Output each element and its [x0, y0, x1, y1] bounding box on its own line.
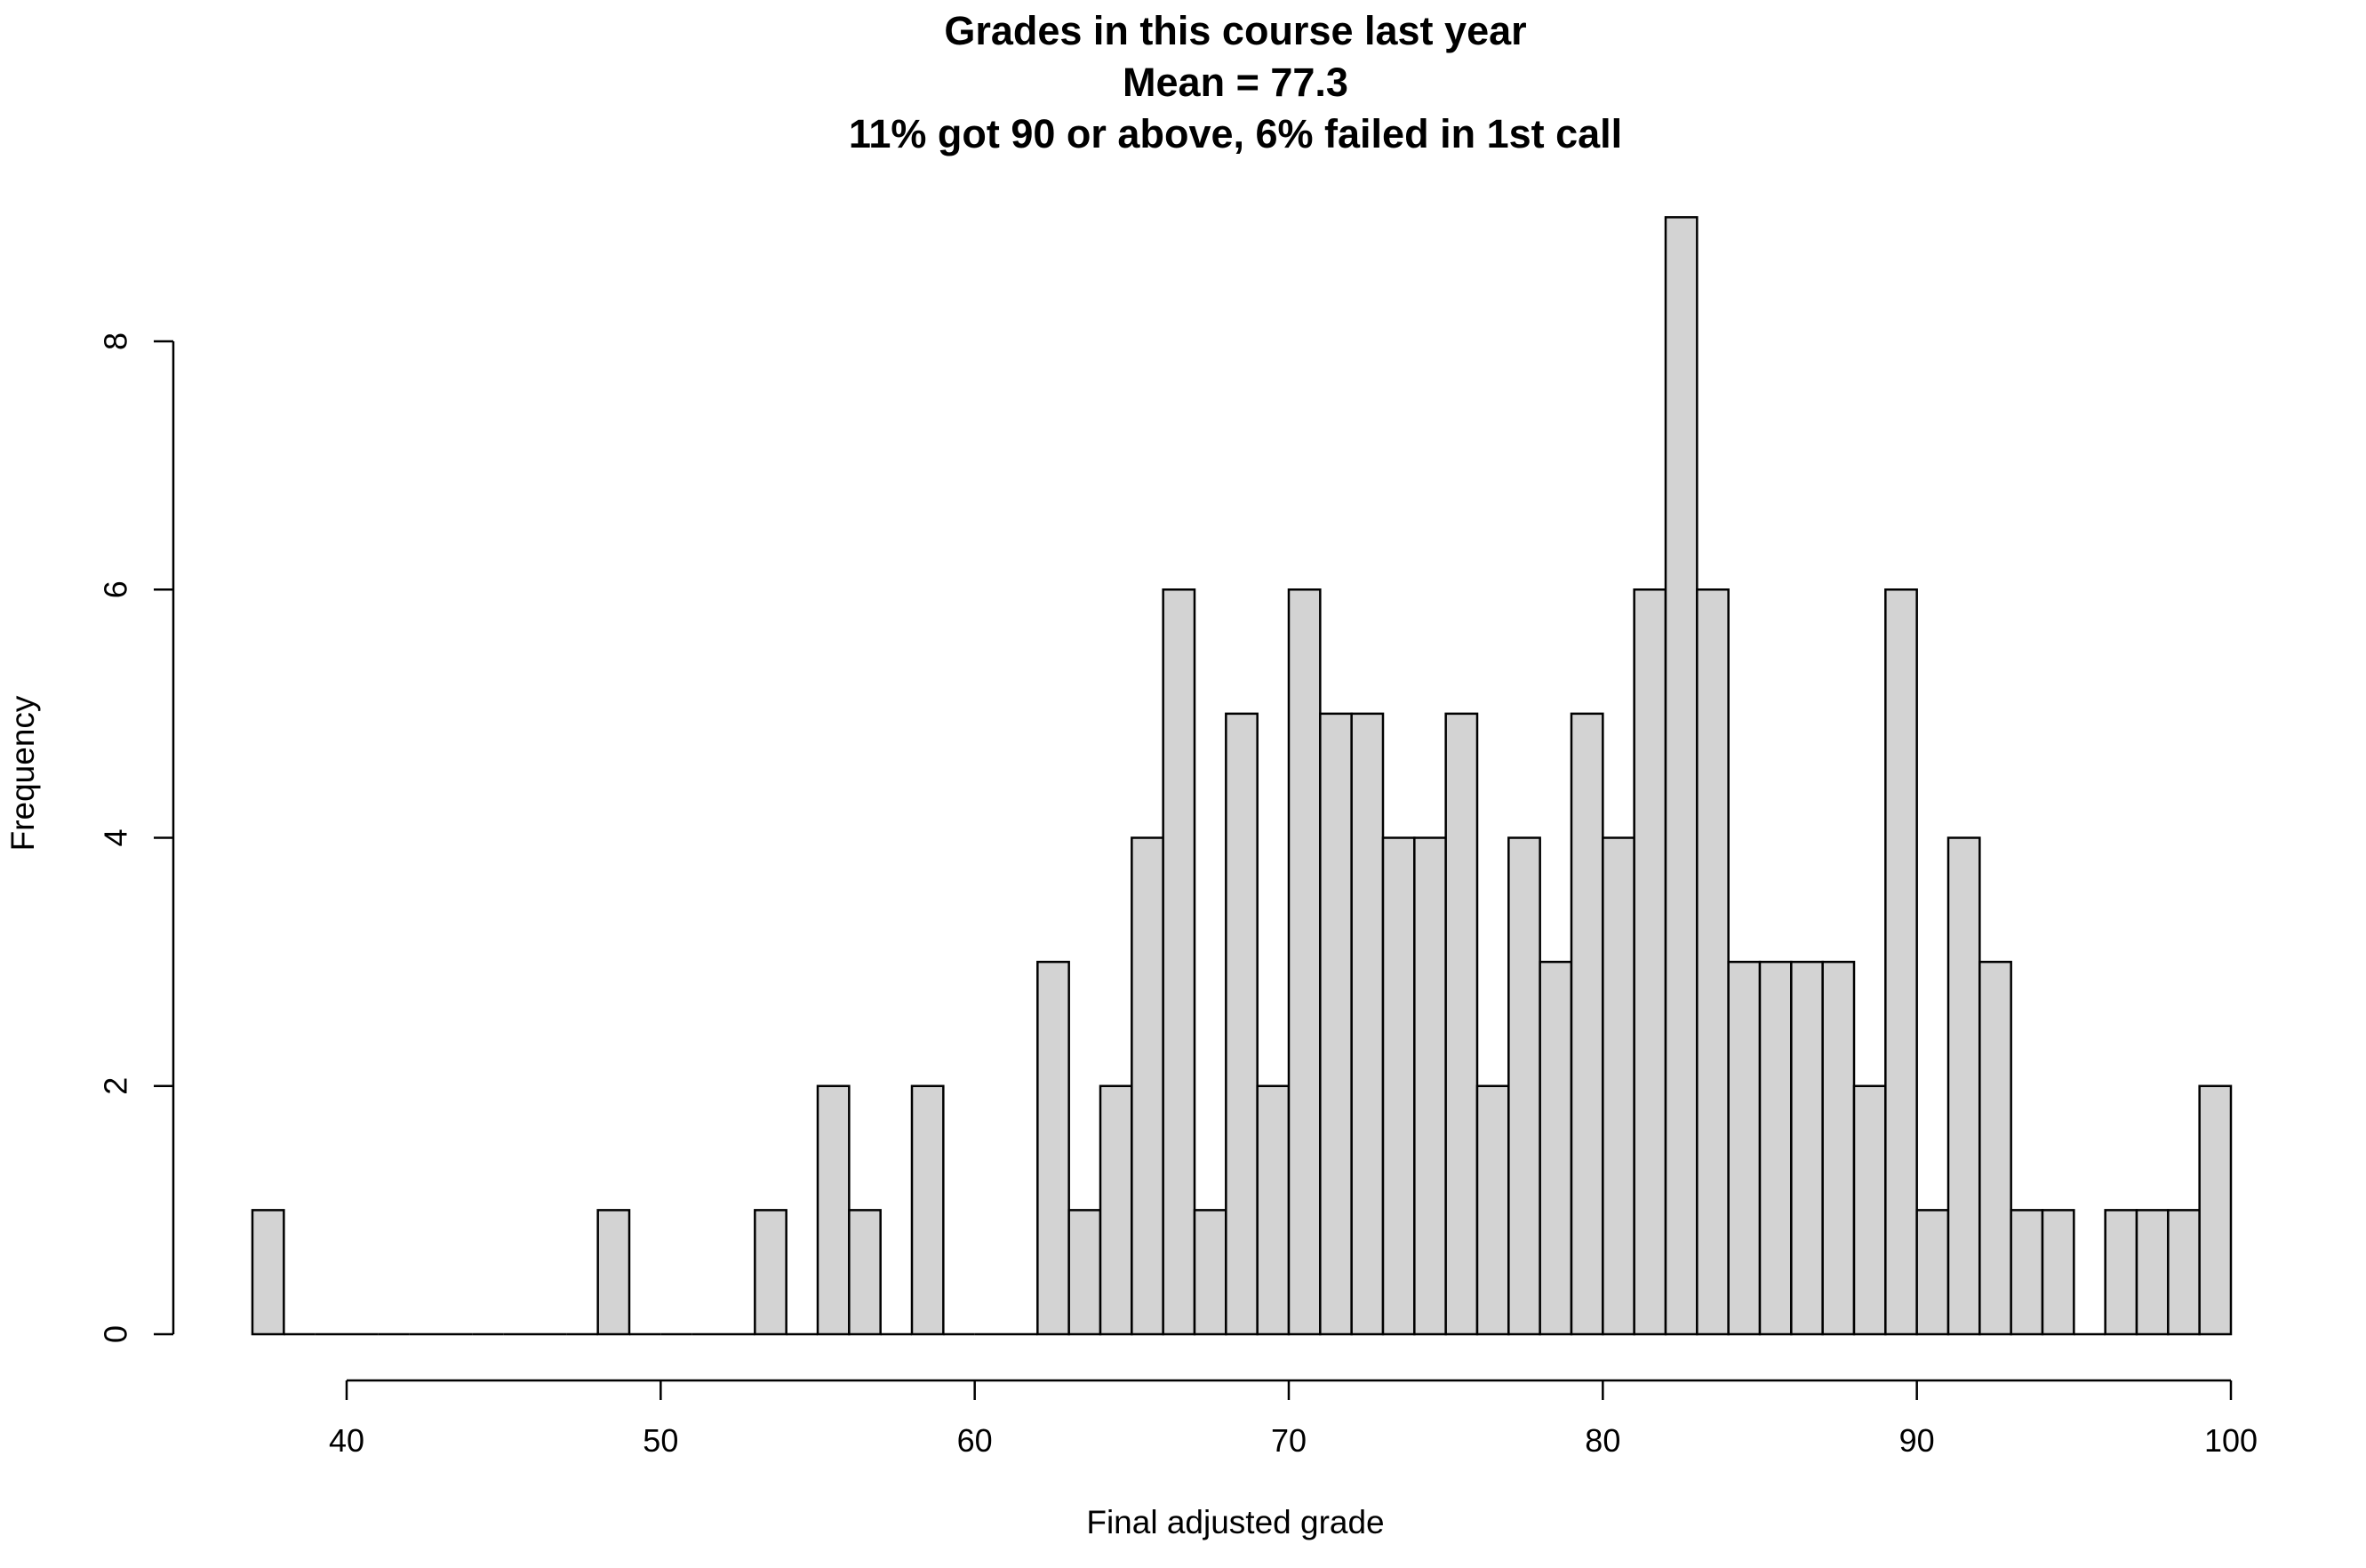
x-tick-label: 40: [329, 1422, 364, 1459]
histogram-bar: [1790, 960, 1824, 1336]
histogram-bar: [2104, 1209, 2138, 1336]
chart-subtitle-stats: 11% got 90 or above, 6% failed in 1st ca…: [849, 111, 1622, 156]
histogram-bar: [1946, 836, 1981, 1336]
histogram-bar: [2041, 1209, 2075, 1336]
histogram-bar: [910, 1084, 945, 1336]
histogram-bar: [1978, 960, 2012, 1336]
histogram-bar: [754, 1209, 787, 1336]
histogram-bar: [1915, 1209, 1950, 1336]
histogram-bar: [1193, 1209, 1227, 1336]
histogram-bar: [1381, 836, 1416, 1336]
x-axis: 40 50 60 70 80 90 100: [329, 1379, 2258, 1459]
histogram-bar: [1131, 836, 1164, 1336]
x-tick-label: 100: [2204, 1422, 2258, 1459]
histogram-bar: [1350, 712, 1385, 1336]
y-tick-label: 6: [98, 580, 134, 598]
x-axis-label: Final adjusted grade: [1086, 1504, 1384, 1540]
x-tick-label: 90: [1899, 1422, 1935, 1459]
histogram-bar: [1099, 1084, 1133, 1336]
bars-group: [251, 216, 2233, 1336]
histogram-bar: [2198, 1084, 2233, 1336]
histogram-bar: [251, 1209, 285, 1336]
histogram-bar: [1633, 588, 1667, 1336]
histogram-bar: [2167, 1209, 2201, 1336]
histogram-bar: [1570, 712, 1604, 1336]
histogram-bar: [1162, 588, 1196, 1336]
chart-title: Grades in this course last year: [944, 8, 1526, 53]
x-tick-label: 80: [1585, 1422, 1620, 1459]
histogram-bar: [1444, 712, 1479, 1336]
histogram-bar: [1225, 712, 1259, 1336]
histogram-bar: [1475, 1084, 1510, 1336]
y-tick-label: 0: [98, 1325, 134, 1343]
histogram-bar: [1821, 960, 1856, 1336]
y-tick-label: 8: [98, 332, 134, 350]
histogram-bar: [1067, 1209, 1102, 1336]
chart-subtitle-mean: Mean = 77.3: [1123, 60, 1348, 105]
histogram-bar: [1507, 836, 1541, 1336]
histogram-bar: [1256, 1084, 1291, 1336]
histogram-bar: [2135, 1209, 2170, 1336]
x-tick-label: 70: [1271, 1422, 1307, 1459]
histogram-bar: [1696, 588, 1730, 1336]
histogram-bar: [2010, 1209, 2044, 1336]
histogram-bar: [596, 1209, 631, 1336]
histogram-bar: [816, 1084, 851, 1336]
histogram-bar: [1758, 960, 1793, 1336]
y-axis: 0 2 4 6 8: [98, 332, 175, 1343]
histogram-bar: [1287, 588, 1322, 1336]
histogram-bar: [1413, 836, 1447, 1336]
histogram-bar: [848, 1209, 882, 1336]
x-tick-label: 50: [643, 1422, 678, 1459]
histogram-bar: [1884, 588, 1918, 1336]
histogram-bar: [1602, 836, 1635, 1336]
y-tick-label: 4: [98, 828, 134, 846]
histogram-bar: [1664, 216, 1699, 1336]
histogram-bar: [1539, 960, 1573, 1336]
histogram-bar: [1852, 1084, 1887, 1336]
histogram-bar: [1727, 960, 1762, 1336]
histogram-bar: [1036, 960, 1070, 1336]
x-tick-label: 60: [957, 1422, 993, 1459]
y-tick-label: 2: [98, 1077, 134, 1095]
histogram-bar: [1319, 712, 1353, 1336]
y-axis-label: Frequency: [4, 695, 41, 851]
